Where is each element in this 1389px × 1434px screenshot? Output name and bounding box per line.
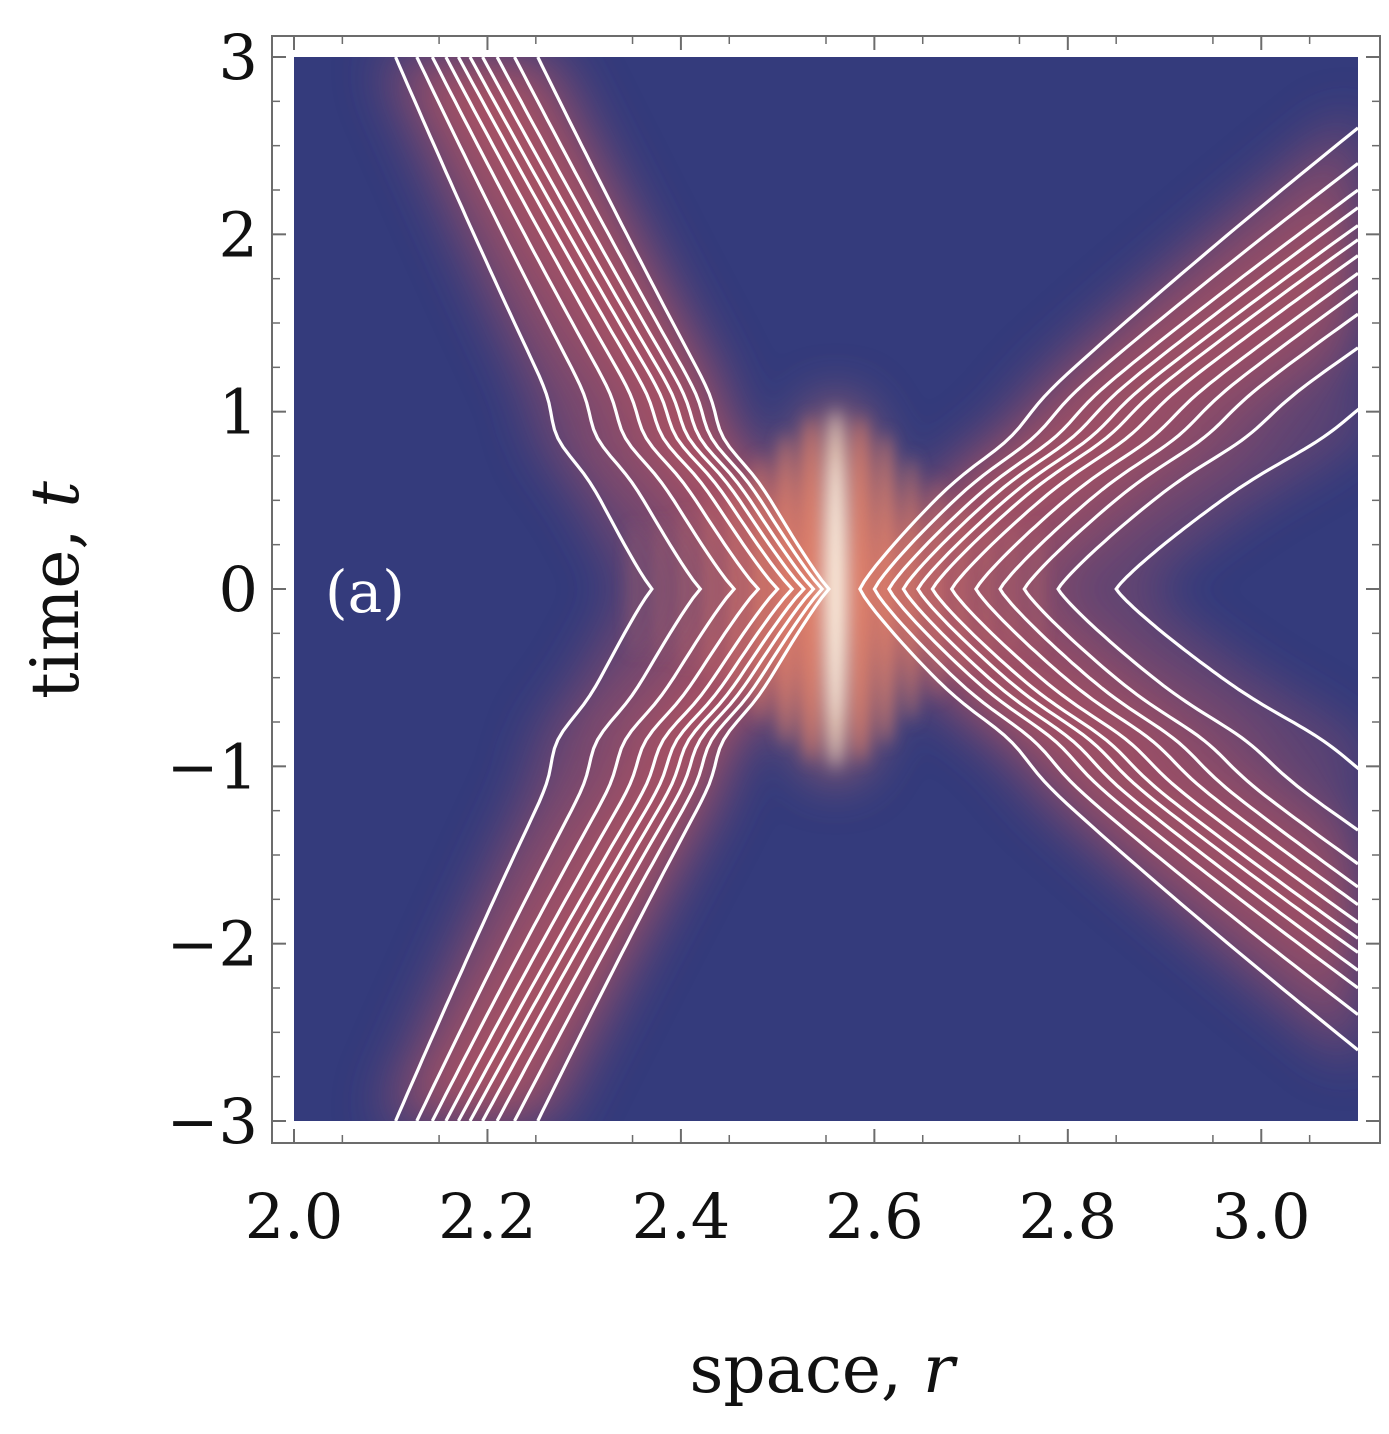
- contour-line-left: [444, 57, 761, 1121]
- y-axis-label: time, t: [17, 481, 94, 699]
- y-tick-label: −3: [167, 1085, 258, 1158]
- fringe: [653, 518, 666, 660]
- fringe: [1030, 522, 1043, 656]
- x-tick-label: 3.0: [1212, 1180, 1311, 1253]
- contour-line-right: [1056, 346, 1358, 832]
- y-axis-label-text: time,: [17, 508, 94, 699]
- contour-line-right: [887, 188, 1358, 990]
- y-tick-label: 0: [219, 553, 258, 626]
- x-axis-label-text: space,: [689, 1331, 922, 1408]
- x-tick-label: 2.0: [245, 1180, 344, 1253]
- fringe: [702, 497, 717, 681]
- contour-line-right: [1022, 312, 1358, 866]
- contour-line-left: [481, 57, 806, 1121]
- fringe: [800, 415, 821, 763]
- contour-line-right: [901, 206, 1358, 972]
- contour-lines: [394, 57, 1358, 1121]
- contour-line-left: [430, 57, 737, 1121]
- fringe: [776, 432, 795, 746]
- y-tick-label: 1: [219, 376, 258, 449]
- contour-line-left: [394, 57, 654, 1121]
- contour-line-left: [468, 57, 795, 1121]
- x-tick-label: 2.2: [438, 1180, 537, 1253]
- contour-line-left: [536, 57, 831, 1121]
- fringe: [876, 432, 896, 746]
- x-tick-label: 2.8: [1019, 1180, 1118, 1253]
- fringe: [628, 522, 641, 656]
- contour-line-left: [456, 57, 780, 1121]
- panel-label: (a): [325, 558, 405, 626]
- x-axis-label: space, r: [689, 1331, 957, 1408]
- contour-line-left: [495, 57, 816, 1121]
- contour-line-right: [998, 289, 1358, 889]
- contour-line-right: [1114, 407, 1358, 771]
- y-tick-label: 3: [219, 21, 258, 94]
- fringe: [678, 510, 692, 668]
- fringe: [928, 478, 944, 700]
- contour-line-right: [858, 126, 1358, 1052]
- fringe: [1005, 518, 1018, 660]
- y-axis-label-var: t: [17, 481, 94, 508]
- fringe: [980, 510, 994, 668]
- contour-line-right: [949, 254, 1358, 924]
- x-axis-label-var: r: [923, 1331, 958, 1408]
- y-axis-ticks: 3 2 1 0 −1 −2 −3: [167, 21, 1380, 1158]
- contour-line-right: [973, 272, 1358, 906]
- y-tick-label: −2: [167, 908, 258, 981]
- contour-line-right: [872, 162, 1358, 1016]
- y-tick-label: 2: [219, 198, 258, 271]
- contour-line-left: [415, 57, 703, 1121]
- heatmap-area: [294, 57, 1358, 1121]
- x-axis-ticks: 2.0 2.2 2.4 2.6 2.8 3.0: [245, 36, 1311, 1253]
- contour-line-left: [513, 57, 825, 1121]
- center-fringe: [826, 459, 845, 719]
- x-tick-label: 2.6: [825, 1180, 924, 1253]
- contour-line-right: [915, 224, 1358, 954]
- contour-line-right: [930, 238, 1358, 940]
- y-tick-label: −1: [167, 730, 258, 803]
- x-tick-label: 2.4: [632, 1180, 731, 1253]
